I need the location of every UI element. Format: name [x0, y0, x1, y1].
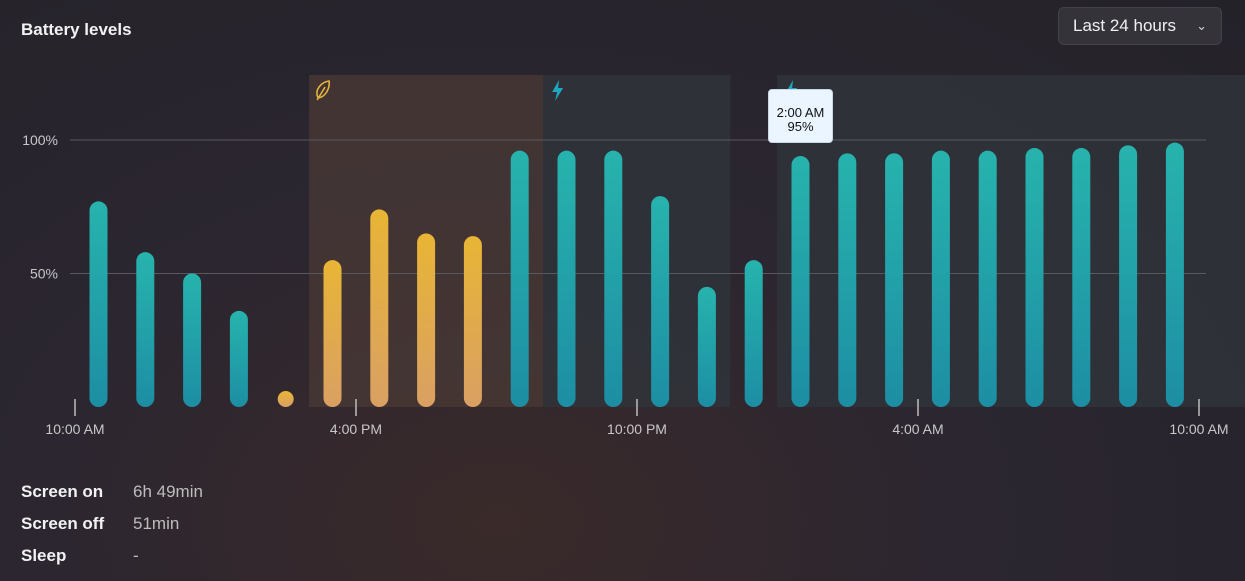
tooltip-value: 95%: [787, 119, 814, 134]
leaf-icon: [316, 80, 331, 101]
bar: [136, 252, 155, 407]
bar: [417, 233, 436, 407]
bar: [1119, 145, 1138, 407]
bar: [791, 156, 810, 407]
x-tick-label: 10:00 AM: [45, 421, 104, 437]
stat-value: 6h 49min: [133, 482, 203, 501]
stat-row-screen-off: Screen off 51min: [21, 508, 203, 540]
stat-label: Screen off: [21, 514, 105, 533]
bar: [557, 150, 576, 407]
chevron-down-icon: ⌄: [1196, 18, 1207, 33]
usage-stats: Screen on 6h 49min Screen off 51min Slee…: [21, 476, 203, 572]
bar-tooltip: 2:00 AM 95%: [768, 89, 833, 143]
chart-bars: [89, 142, 1184, 408]
chart-grid: 100% 50%: [22, 132, 1206, 282]
page-title: Battery levels: [21, 20, 132, 39]
stat-label: Sleep: [21, 546, 67, 565]
bar: [744, 260, 763, 407]
bar: [1165, 142, 1184, 408]
bar: [370, 209, 389, 407]
x-tick-label: 4:00 PM: [330, 421, 382, 437]
x-tick-label: 4:00 AM: [892, 421, 943, 437]
x-tick-label: 10:00 PM: [607, 421, 667, 437]
bar: [229, 310, 248, 407]
bar: [931, 150, 950, 407]
bar: [697, 286, 716, 407]
bar: [89, 201, 108, 407]
y-tick-label: 50%: [30, 266, 58, 282]
y-tick-label: 100%: [22, 132, 58, 148]
bar: [463, 236, 482, 407]
chart-x-axis: 10:00 AM 4:00 PM 10:00 PM 4:00 AM 10:00 AM: [45, 399, 1229, 437]
bar: [183, 273, 202, 407]
tooltip-time: 2:00 AM: [776, 105, 825, 120]
battery-chart: 100%50% 10:00 AM 4:00 PM 10:00 PM 4:00 AM 10…: [22, 75, 1245, 437]
time-range-selected: Last 24 hours: [1073, 16, 1177, 35]
bar: [604, 150, 623, 407]
bar: [510, 150, 529, 407]
bar: [1072, 148, 1091, 407]
stat-row-sleep: Sleep -: [21, 540, 203, 572]
stat-label: Screen on: [21, 482, 104, 501]
x-tick-label: 10:00 AM: [1169, 421, 1228, 437]
stat-value: -: [133, 546, 139, 565]
lightning-icon: [552, 80, 564, 101]
time-range-dropdown[interactable]: Last 24 hours ⌄: [1058, 7, 1222, 45]
bar: [838, 153, 857, 407]
bar: [277, 391, 294, 407]
bar: [1025, 148, 1044, 407]
stat-row-screen-on: Screen on 6h 49min: [21, 476, 203, 508]
bar: [651, 196, 670, 407]
bar: [885, 153, 904, 407]
stat-value: 51min: [133, 514, 180, 533]
bar: [323, 260, 342, 407]
bar: [978, 150, 997, 407]
